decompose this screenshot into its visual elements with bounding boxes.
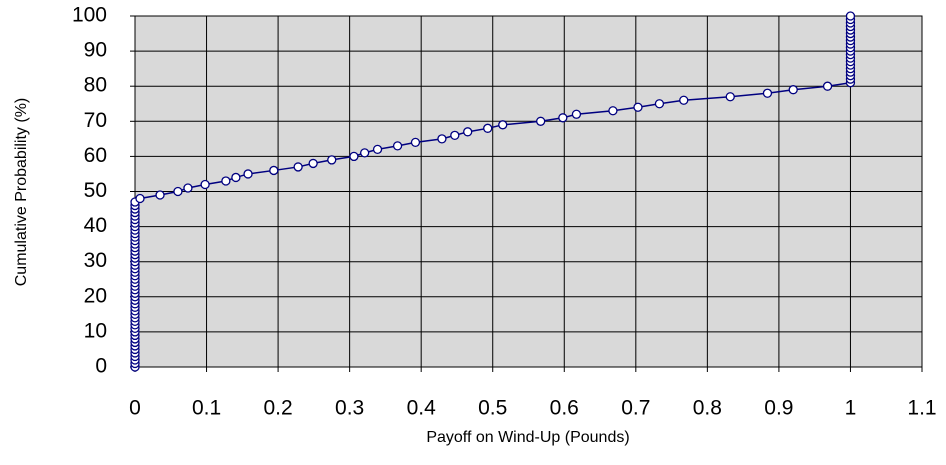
data-point: [231, 172, 241, 183]
data-point: [463, 127, 473, 137]
y-tick-label: 90: [84, 39, 107, 62]
x-axis-title: Payoff on Wind-Up (Pounds): [426, 429, 629, 446]
x-tick-label: 0.8: [693, 397, 722, 420]
data-point: [392, 141, 403, 151]
data-point: [536, 116, 546, 126]
data-point: [845, 11, 856, 21]
data-point: [633, 102, 643, 112]
x-tick-label: 0.7: [621, 397, 650, 420]
data-point: [483, 123, 493, 133]
y-tick-label: 20: [84, 284, 107, 307]
data-point: [243, 169, 253, 179]
x-tick-label: 0.6: [550, 397, 579, 420]
data-point: [725, 92, 735, 102]
y-tick-label: 30: [84, 249, 107, 272]
plot-border: [134, 15, 923, 368]
data-point: [293, 162, 303, 172]
data-point: [437, 134, 447, 144]
y-axis-title: Cumulative Probability (%): [13, 98, 30, 287]
data-point: [410, 137, 421, 148]
data-point: [450, 130, 460, 140]
x-tick-label: 0.1: [192, 397, 221, 420]
x-tick-label: 0: [129, 397, 141, 420]
data-point: [654, 99, 665, 109]
y-tick-label: 80: [84, 74, 107, 97]
data-point: [155, 190, 165, 200]
x-tick-label: 0.9: [764, 397, 793, 420]
data-point: [173, 186, 183, 197]
data-point: [183, 183, 193, 193]
data-point: [372, 144, 383, 155]
data-point: [327, 155, 337, 165]
y-tick-label: 100: [72, 4, 107, 27]
data-point: [822, 81, 833, 91]
data-point: [360, 148, 370, 158]
data-point: [498, 120, 508, 130]
x-tick-label: 0.4: [407, 397, 437, 420]
x-tick-label: 1.1: [907, 397, 936, 420]
data-point: [762, 88, 773, 98]
data-point: [221, 176, 231, 186]
y-tick-label: 0: [95, 355, 107, 378]
data-point: [608, 106, 618, 116]
data-point: [308, 158, 318, 169]
data-point: [558, 113, 568, 123]
data-point: [788, 85, 798, 95]
y-tick-label: 10: [84, 319, 107, 342]
data-point: [679, 95, 689, 105]
x-tick-label: 0.3: [335, 397, 364, 420]
y-tick-label: 50: [84, 179, 107, 202]
data-point: [571, 109, 582, 119]
data-point: [200, 179, 210, 190]
data-point: [269, 165, 279, 176]
y-tick-label: 60: [84, 144, 107, 167]
y-tick-label: 40: [84, 214, 107, 237]
y-tick-label: 70: [84, 109, 107, 132]
data-point: [349, 151, 359, 162]
x-tick-label: 0.2: [263, 397, 292, 420]
x-tick-label: 1: [845, 397, 857, 420]
data-point: [135, 193, 145, 204]
x-tick-label: 0.5: [478, 397, 507, 420]
